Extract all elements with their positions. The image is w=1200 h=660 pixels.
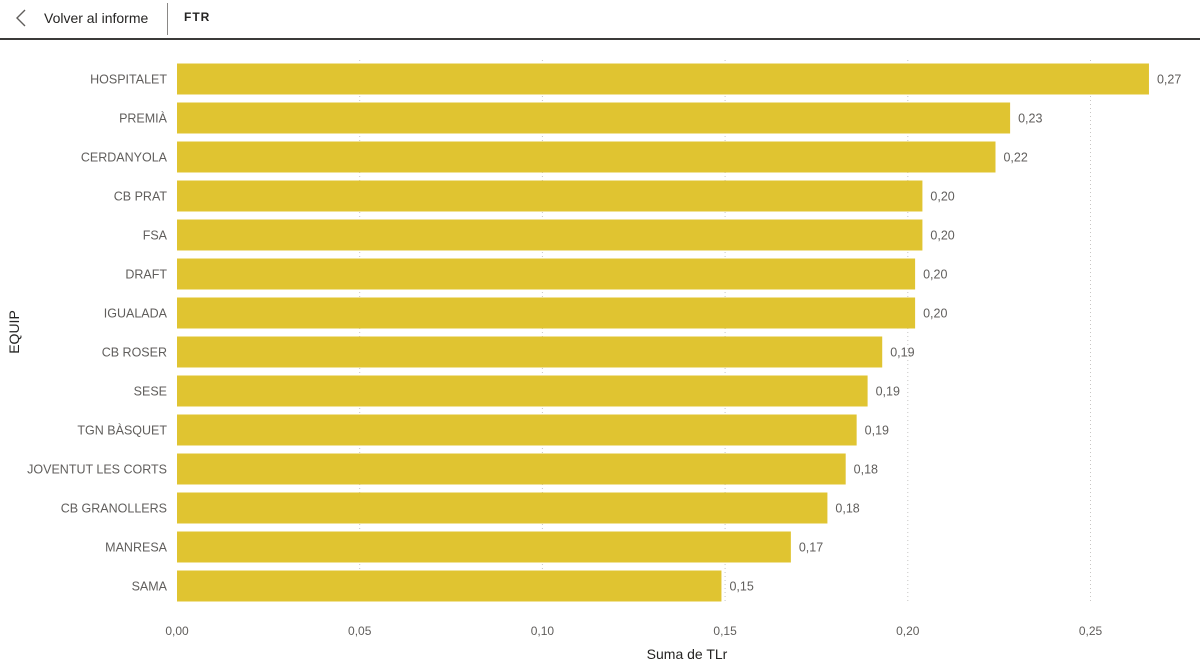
page-title: FTR <box>184 10 211 24</box>
data-label: 0,27 <box>1157 73 1181 87</box>
category-label: MANRESA <box>105 541 167 555</box>
data-label: 0,18 <box>854 463 878 477</box>
category-label: CB ROSER <box>102 346 167 360</box>
bar-sama[interactable] <box>177 570 722 602</box>
x-tick-label: 0,25 <box>1079 624 1103 638</box>
data-label: 0,19 <box>890 346 914 360</box>
category-label: SESE <box>134 385 167 399</box>
category-label: TGN BÀSQUET <box>77 423 167 438</box>
bar-manresa[interactable] <box>177 531 791 563</box>
category-label: CB GRANOLLERS <box>61 502 167 516</box>
data-label: 0,20 <box>923 268 947 282</box>
back-label: Volver al informe <box>44 10 149 26</box>
bar-fsa[interactable] <box>177 219 923 251</box>
data-label: 0,20 <box>930 229 954 243</box>
bar-cerdanyola[interactable] <box>177 141 996 173</box>
data-label: 0,22 <box>1003 151 1027 165</box>
header-divider <box>167 3 168 35</box>
bar-chart: 0,00 0,05 0,10 0,15 0,20 0,25 HOSPITALET 0,27 PR… <box>6 60 1181 660</box>
y-axis-title: EQUIP <box>6 310 22 354</box>
category-label: JOVENTUT LES CORTS <box>27 463 167 477</box>
x-tick-label: 0,05 <box>348 624 372 638</box>
x-tick-label: 0,15 <box>713 624 737 638</box>
category-label: PREMIÀ <box>119 111 168 126</box>
category-label: SAMA <box>132 580 168 594</box>
bar-igualada[interactable] <box>177 297 916 329</box>
category-label: IGUALADA <box>104 307 168 321</box>
bar-tgn-b-squet[interactable] <box>177 414 857 446</box>
data-label: 0,19 <box>865 424 889 438</box>
bar-cb-roser[interactable] <box>177 336 883 368</box>
bar-hospitalet[interactable] <box>177 63 1149 95</box>
x-tick-label: 0,20 <box>896 624 920 638</box>
x-tick-label: 0,00 <box>165 624 189 638</box>
data-label: 0,20 <box>923 307 947 321</box>
top-bar: Volver al informe FTR <box>0 0 1200 40</box>
data-label: 0,20 <box>930 190 954 204</box>
bar-cb-granollers[interactable] <box>177 492 828 524</box>
bar-cb-prat[interactable] <box>177 180 923 212</box>
back-to-report-button[interactable]: Volver al informe <box>12 0 162 36</box>
category-label: CERDANYOLA <box>81 151 168 165</box>
bar-draft[interactable] <box>177 258 916 290</box>
category-label: HOSPITALET <box>90 73 167 87</box>
data-label: 0,17 <box>799 541 823 555</box>
category-label: CB PRAT <box>114 190 168 204</box>
data-label: 0,18 <box>835 502 859 516</box>
bar-premi-[interactable] <box>177 102 1011 134</box>
x-tick-label: 0,10 <box>531 624 555 638</box>
bar-joventut-les-corts[interactable] <box>177 453 846 485</box>
chevron-left-icon <box>16 9 26 27</box>
category-label: DRAFT <box>125 268 167 282</box>
category-label: FSA <box>143 229 168 243</box>
x-axis-title: Suma de TLr <box>647 646 728 660</box>
data-label: 0,23 <box>1018 112 1042 126</box>
bar-sese[interactable] <box>177 375 868 407</box>
data-label: 0,15 <box>729 580 753 594</box>
data-label: 0,19 <box>876 385 900 399</box>
